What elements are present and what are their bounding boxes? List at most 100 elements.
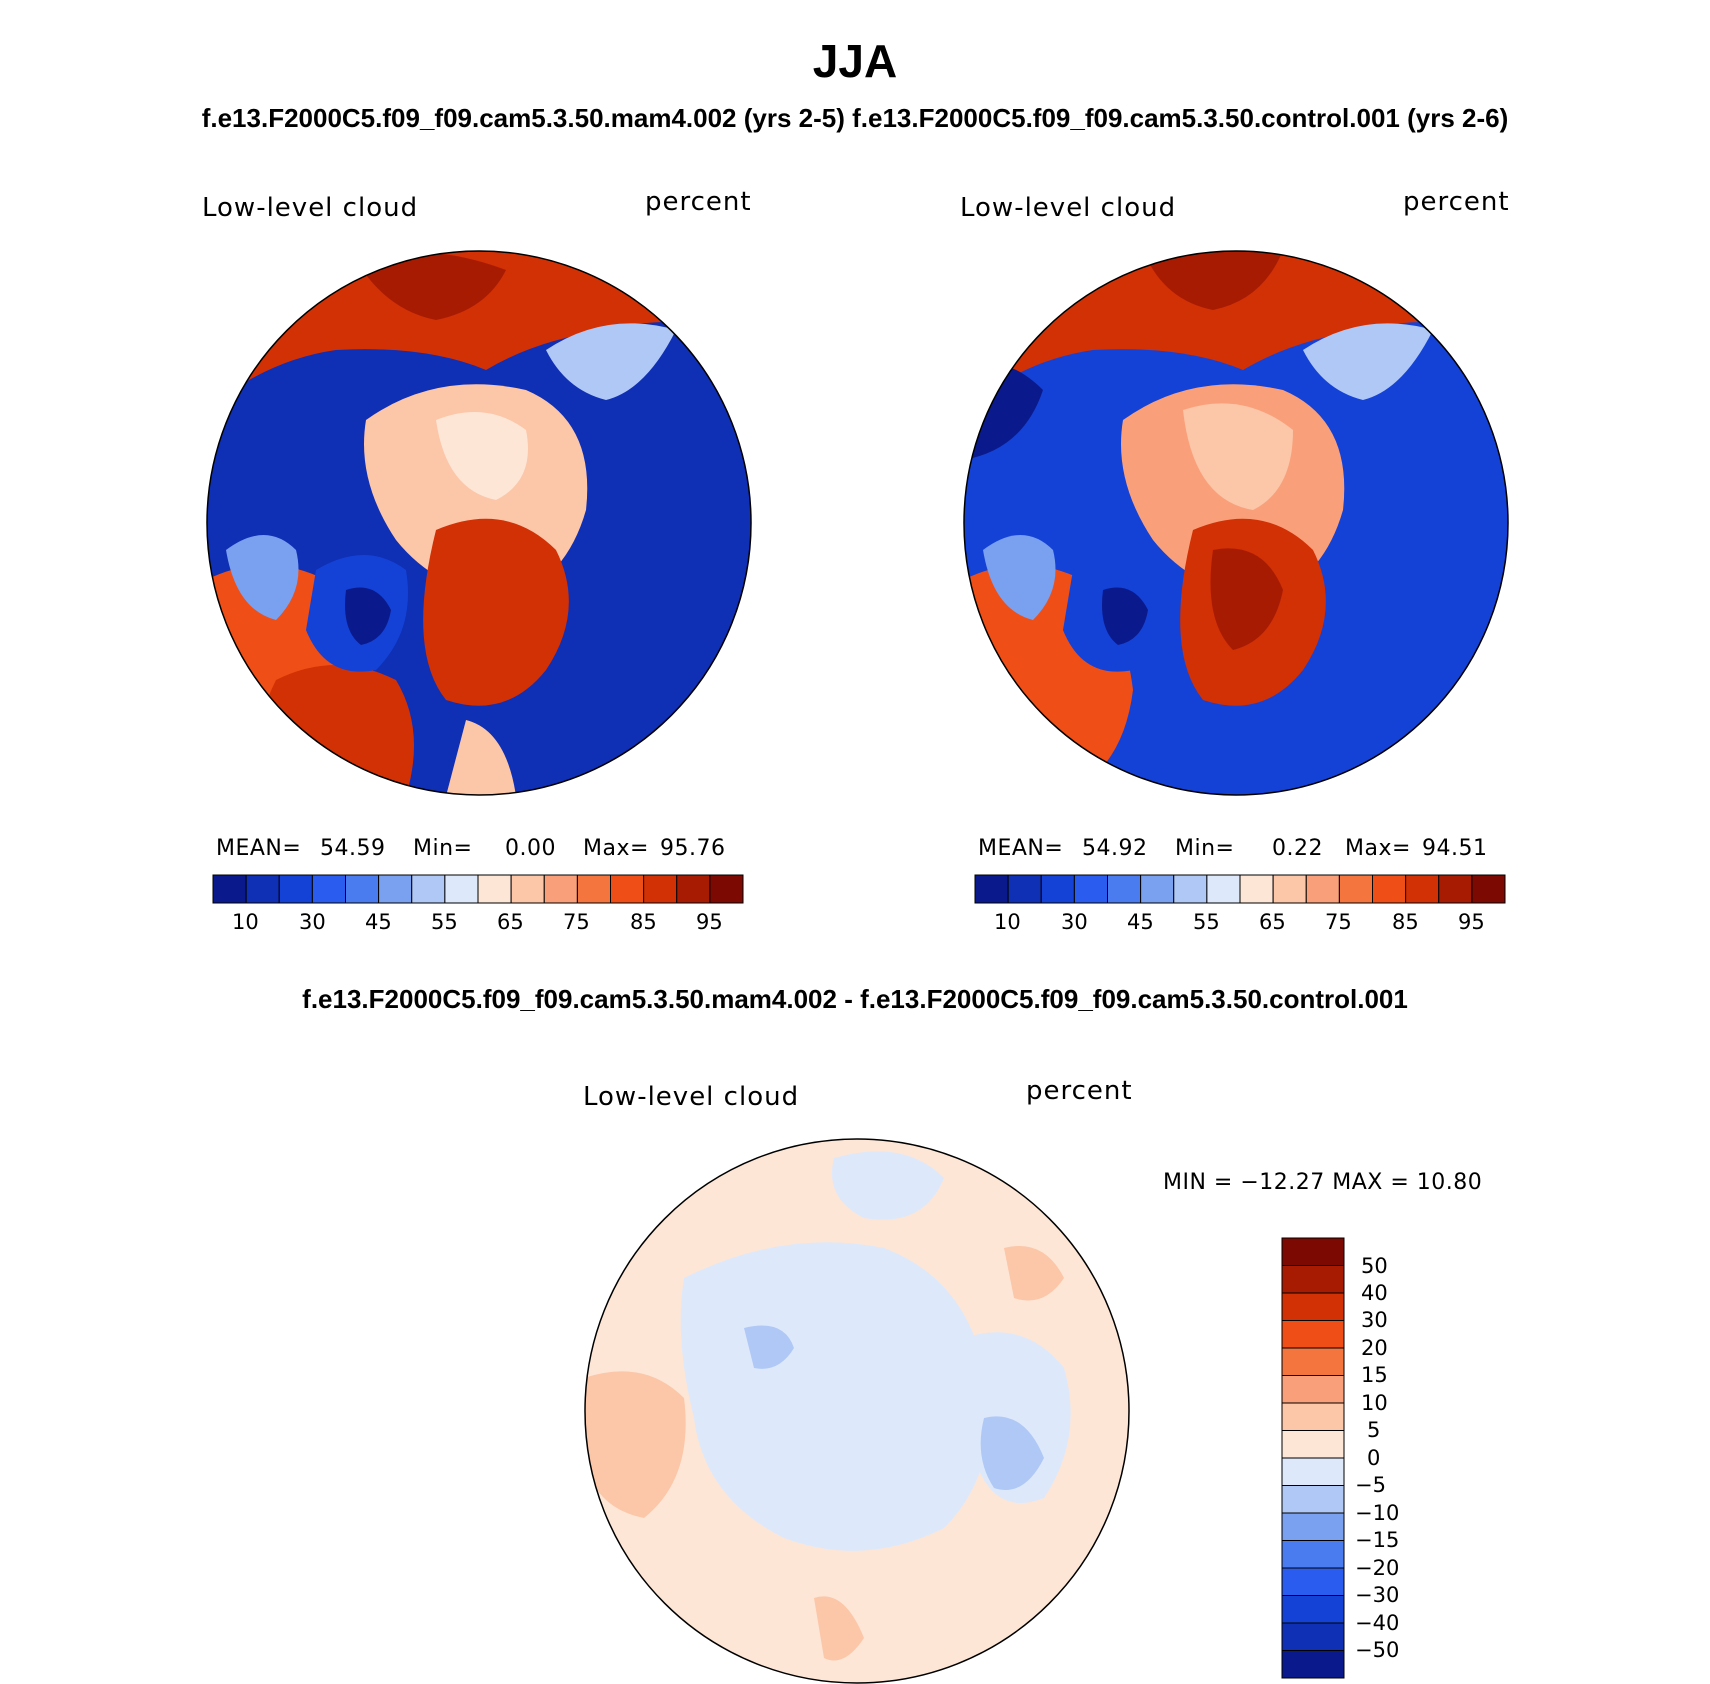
left-colorbar-tick: 85 <box>630 910 657 934</box>
colorbar-swatch <box>709 874 744 904</box>
left-max-value: 95.76 <box>660 836 726 861</box>
left-colorbar-tick: 75 <box>563 910 590 934</box>
diff-colorbar-tick: −40 <box>1355 1611 1400 1635</box>
left-mean-label: MEAN= <box>216 836 302 861</box>
left-colorbar-tick: 95 <box>696 910 723 934</box>
colorbar-swatch <box>643 874 678 904</box>
colorbar-swatch <box>1281 1457 1345 1486</box>
colorbar-swatch <box>378 874 413 904</box>
season-title: JJA <box>812 35 898 87</box>
colorbar-swatch <box>1272 874 1307 904</box>
left-mean-value: 54.59 <box>320 836 386 861</box>
colorbar-swatch <box>1281 1402 1345 1431</box>
diff-colorbar-tick: 10 <box>1361 1391 1388 1415</box>
colorbar-swatch <box>1040 874 1075 904</box>
left-variable-label: Low-level cloud <box>202 193 419 223</box>
diff-minmax-label: MIN = −12.27 MAX = 10.80 <box>1163 1170 1483 1195</box>
colorbar-swatch <box>1281 1622 1345 1651</box>
colorbar-swatch <box>1073 874 1108 904</box>
colorbar-swatch <box>1281 1485 1345 1514</box>
right-colorbar-tick: 95 <box>1458 910 1485 934</box>
diff-colorbar-tick: −10 <box>1355 1501 1400 1525</box>
colorbar-swatch <box>576 874 611 904</box>
diff-colorbar-tick: −20 <box>1355 1556 1400 1580</box>
colorbar-swatch <box>1372 874 1407 904</box>
colorbar-swatch <box>1438 874 1473 904</box>
left-colorbar <box>212 874 744 904</box>
diff-colorbar <box>1281 1237 1345 1679</box>
colorbar-swatch <box>1405 874 1440 904</box>
colorbar-swatch <box>477 874 512 904</box>
left-colorbar-tick: 30 <box>299 910 326 934</box>
right-variable-label: Low-level cloud <box>960 193 1177 223</box>
colorbar-swatch <box>1281 1430 1345 1459</box>
left-max-label: Max= <box>583 836 649 861</box>
colorbar-swatch <box>278 874 313 904</box>
diff-colorbar-tick: 20 <box>1361 1336 1388 1360</box>
diff-colorbar-tick: −30 <box>1355 1583 1400 1607</box>
left-colorbar-tick: 10 <box>232 910 259 934</box>
right-colorbar-tick: 55 <box>1193 910 1220 934</box>
colorbar-swatch <box>311 874 346 904</box>
left-colorbar-tick: 65 <box>497 910 524 934</box>
diff-colorbar-tick: 0 <box>1367 1446 1381 1470</box>
colorbar-swatch <box>610 874 645 904</box>
diff-colorbar-tick: 40 <box>1361 1281 1388 1305</box>
colorbar-swatch <box>1281 1265 1345 1294</box>
right-max-value: 94.51 <box>1422 836 1488 861</box>
colorbar-swatch <box>245 874 280 904</box>
colorbar-swatch <box>1281 1237 1345 1266</box>
right-colorbar-tick: 30 <box>1061 910 1088 934</box>
diff-colorbar-tick: 15 <box>1361 1363 1388 1387</box>
right-polar-map <box>963 250 1509 796</box>
right-colorbar-tick: 75 <box>1325 910 1352 934</box>
diff-colorbar-tick: −15 <box>1355 1528 1400 1552</box>
right-mean-label: MEAN= <box>978 836 1064 861</box>
right-colorbar-tick: 85 <box>1392 910 1419 934</box>
diff-colorbar-tick: −50 <box>1355 1638 1400 1662</box>
colorbar-swatch <box>1206 874 1241 904</box>
colorbar-swatch <box>974 874 1009 904</box>
colorbar-swatch <box>212 874 247 904</box>
colorbar-swatch <box>444 874 479 904</box>
colorbar-swatch <box>676 874 711 904</box>
diff-colorbar-tick: 30 <box>1361 1308 1388 1332</box>
diff-variable-label: Low-level cloud <box>583 1082 800 1112</box>
diff-units-label: percent <box>1026 1076 1133 1106</box>
colorbar-swatch <box>1107 874 1142 904</box>
colorbar-swatch <box>1173 874 1208 904</box>
colorbar-swatch <box>1281 1512 1345 1541</box>
diff-colorbar-tick: −5 <box>1355 1473 1386 1497</box>
diff-colorbar-tick: 5 <box>1367 1418 1381 1442</box>
run-subtitle: f.e13.F2000C5.f09_f09.cam5.3.50.mam4.002… <box>201 103 1509 133</box>
colorbar-swatch <box>1281 1540 1345 1569</box>
left-polar-map <box>206 250 752 796</box>
colorbar-swatch <box>1281 1567 1345 1596</box>
colorbar-swatch <box>1471 874 1506 904</box>
diff-polar-map <box>584 1138 1130 1684</box>
colorbar-swatch <box>1338 874 1373 904</box>
diff-colorbar-tick: 50 <box>1361 1254 1388 1278</box>
right-max-label: Max= <box>1345 836 1411 861</box>
right-mean-value: 54.92 <box>1082 836 1148 861</box>
colorbar-swatch <box>1305 874 1340 904</box>
right-min-value: 0.22 <box>1272 836 1323 861</box>
colorbar-swatch <box>1007 874 1042 904</box>
right-units-label: percent <box>1403 187 1510 217</box>
right-min-label: Min= <box>1175 836 1235 861</box>
right-colorbar-tick: 65 <box>1259 910 1286 934</box>
left-units-label: percent <box>645 187 752 217</box>
left-colorbar-tick: 55 <box>431 910 458 934</box>
right-colorbar-tick: 45 <box>1127 910 1154 934</box>
colorbar-swatch <box>1281 1650 1345 1679</box>
colorbar-swatch <box>1281 1375 1345 1404</box>
left-min-value: 0.00 <box>505 836 556 861</box>
right-colorbar-tick: 10 <box>994 910 1021 934</box>
colorbar-swatch <box>345 874 380 904</box>
colorbar-swatch <box>1239 874 1274 904</box>
colorbar-swatch <box>411 874 446 904</box>
colorbar-swatch <box>1281 1292 1345 1321</box>
left-min-label: Min= <box>413 836 473 861</box>
colorbar-swatch <box>1140 874 1175 904</box>
left-colorbar-tick: 45 <box>365 910 392 934</box>
